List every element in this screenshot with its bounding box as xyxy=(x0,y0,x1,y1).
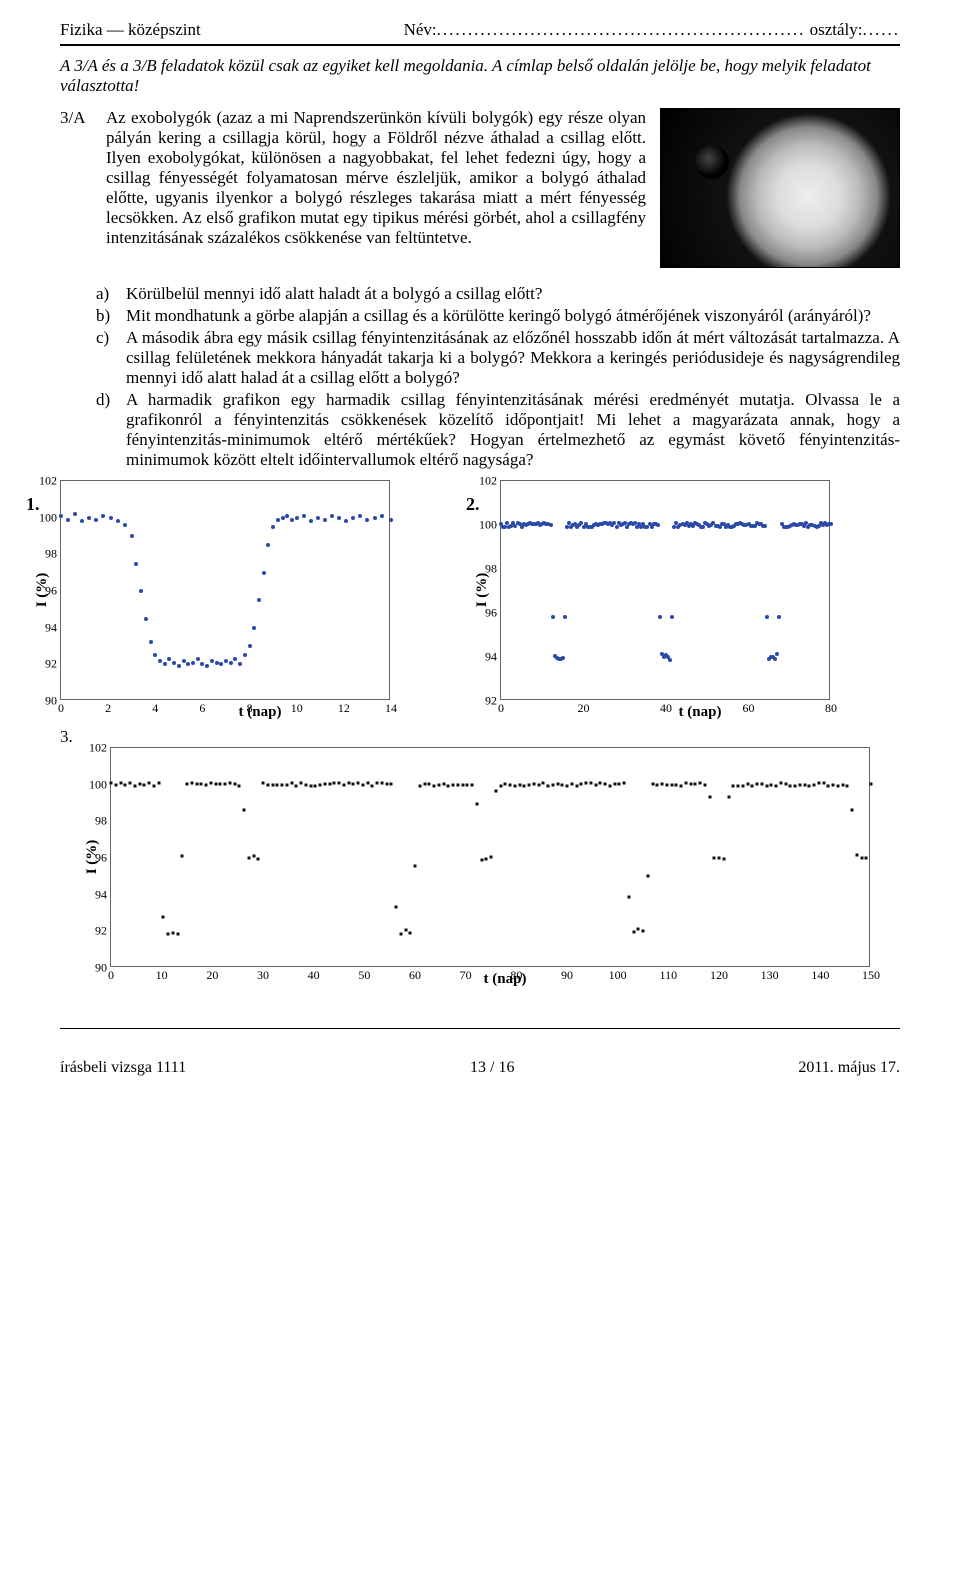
chart3-ytick: 102 xyxy=(79,741,107,756)
footer-center: 13 / 16 xyxy=(470,1059,514,1077)
page-header: Fizika — középszint Név:................… xyxy=(60,20,900,40)
question-list: a) Körülbelül mennyi idő alatt haladt át … xyxy=(96,284,900,470)
chart2-xtick: 80 xyxy=(825,701,837,716)
exoplanet-image xyxy=(660,108,900,268)
chart2-xlabel: t (nap) xyxy=(500,704,900,721)
chart2-xtick: 40 xyxy=(660,701,672,716)
chart2-number: 2. xyxy=(466,494,480,515)
chart2-ylabel: I (%) xyxy=(474,573,491,608)
chart1-xtick: 0 xyxy=(58,701,64,716)
task-body-2: Az első grafikon mutat egy tipikus mérés… xyxy=(106,208,646,247)
header-rule xyxy=(60,44,900,46)
chart2-ytick: 92 xyxy=(469,694,497,709)
chart1-ytick: 102 xyxy=(29,474,57,489)
header-right: Név:....................................… xyxy=(404,20,900,40)
footer-left: írásbeli vizsga 1111 xyxy=(60,1059,186,1077)
chart1-ytick: 100 xyxy=(29,510,57,525)
charts-row-1-2: 1. I (%)909294969810010202468101214 t (n… xyxy=(60,480,900,721)
footer-rule xyxy=(60,1028,900,1029)
chart2-ytick: 94 xyxy=(469,650,497,665)
chart1-xtick: 12 xyxy=(338,701,350,716)
question-letter: d) xyxy=(96,390,118,470)
chart3-xtick: 130 xyxy=(761,968,779,983)
page-footer: írásbeli vizsga 1111 13 / 16 2011. május… xyxy=(60,1059,900,1077)
chart3-ytick: 100 xyxy=(79,777,107,792)
footer-right: 2011. május 17. xyxy=(798,1059,900,1077)
chart3-ytick: 94 xyxy=(79,887,107,902)
chart1-xtick: 8 xyxy=(247,701,253,716)
chart3-xtick: 20 xyxy=(206,968,218,983)
chart2-plot: I (%)92949698100102020406080 xyxy=(500,480,830,700)
chart1-xtick: 4 xyxy=(152,701,158,716)
chart2-xtick: 20 xyxy=(578,701,590,716)
question-letter: b) xyxy=(96,306,118,326)
chart3-xtick: 80 xyxy=(510,968,522,983)
chart2-ytick: 102 xyxy=(469,474,497,489)
question-item: a) Körülbelül mennyi idő alatt haladt át … xyxy=(96,284,900,304)
chart1-ytick: 94 xyxy=(29,620,57,635)
chart3-plot: I (%)90929496981001020102030405060708090… xyxy=(110,747,870,967)
chart3-ytick: 92 xyxy=(79,924,107,939)
chart1-ytick: 92 xyxy=(29,657,57,672)
question-text: A második ábra egy másik csillag fényint… xyxy=(126,328,900,388)
chart1-ytick: 96 xyxy=(29,584,57,599)
chart3-xtick: 90 xyxy=(561,968,573,983)
chart1-plot: I (%)909294969810010202468101214 xyxy=(60,480,390,700)
chart3-xtick: 30 xyxy=(257,968,269,983)
chart3-xtick: 120 xyxy=(710,968,728,983)
question-text: Mit mondhatunk a görbe alapján a csillag… xyxy=(126,306,900,326)
chart3-ytick: 98 xyxy=(79,814,107,829)
chart3-xtick: 110 xyxy=(660,968,678,983)
chart2-ytick: 96 xyxy=(469,606,497,621)
chart3-xlabel: t (nap) xyxy=(110,971,900,988)
chart1-ytick: 90 xyxy=(29,694,57,709)
chart3-xtick: 140 xyxy=(811,968,829,983)
chart2-cell: 2. I (%)92949698100102020406080 t (nap) xyxy=(500,480,900,721)
question-letter: a) xyxy=(96,284,118,304)
chart1-cell: 1. I (%)909294969810010202468101214 t (n… xyxy=(60,480,460,721)
question-item: d)A harmadik grafikon egy harmadik csill… xyxy=(96,390,900,470)
chart3-xtick: 40 xyxy=(308,968,320,983)
chart2-ytick: 98 xyxy=(469,562,497,577)
chart3-xtick: 100 xyxy=(609,968,627,983)
chart3-xtick: 70 xyxy=(460,968,472,983)
task-label: 3/A xyxy=(60,108,94,274)
chart3-xtick: 10 xyxy=(156,968,168,983)
chart1-ytick: 98 xyxy=(29,547,57,562)
chart3-xtick: 50 xyxy=(358,968,370,983)
question-item: c)A második ábra egy másik csillag fényi… xyxy=(96,328,900,388)
chart3-ytick: 96 xyxy=(79,851,107,866)
chart2-xtick: 0 xyxy=(498,701,504,716)
chart3-xtick: 60 xyxy=(409,968,421,983)
chart1-xtick: 6 xyxy=(199,701,205,716)
chart3-xtick: 0 xyxy=(108,968,114,983)
chart3-ytick: 90 xyxy=(79,961,107,976)
chart3-xtick: 150 xyxy=(862,968,880,983)
chart1-xlabel: t (nap) xyxy=(60,704,460,721)
chart2-xtick: 60 xyxy=(743,701,755,716)
instruction-text: A 3/A és a 3/B feladatok közül csak az e… xyxy=(60,56,900,96)
task-body: Az exobolygók (azaz a mi Naprendszerünkö… xyxy=(106,108,900,274)
question-letter: c) xyxy=(96,328,118,388)
chart2-ytick: 100 xyxy=(469,518,497,533)
task-block: 3/A Az exobolygók (azaz a mi Naprendszer… xyxy=(60,108,900,274)
chart3-cell: 3. I (%)90929496981001020102030405060708… xyxy=(60,727,900,988)
chart1-xtick: 14 xyxy=(385,701,397,716)
question-text: A harmadik grafikon egy harmadik csillag… xyxy=(126,390,900,470)
header-left: Fizika — középszint xyxy=(60,20,201,40)
question-text: Körülbelül mennyi idő alatt haladt át a … xyxy=(126,284,900,304)
question-item: b) Mit mondhatunk a görbe alapján a csill… xyxy=(96,306,900,326)
chart1-xtick: 2 xyxy=(105,701,111,716)
chart1-xtick: 10 xyxy=(291,701,303,716)
chart3-number: 3. xyxy=(60,727,900,747)
